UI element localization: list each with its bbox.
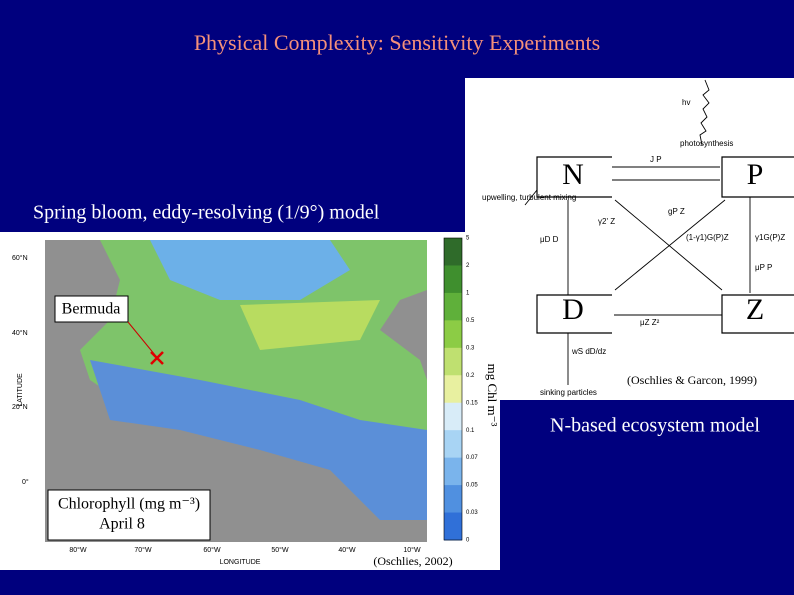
node-label: N — [562, 158, 584, 191]
colorbar-segment — [444, 375, 462, 404]
colorbar-tick-label: 0.3 — [466, 345, 475, 351]
lat-label: 40°N — [12, 329, 28, 337]
ocean-blue — [90, 360, 427, 520]
flux-label: upwelling, turbulent mixing — [482, 193, 576, 202]
colorbar-tick-label: 0.2 — [466, 373, 475, 379]
colorbar-tick-label: 0.5 — [466, 318, 475, 324]
colorbar-tick-label: 1 — [466, 290, 470, 296]
lat-label: 60°N — [12, 254, 28, 262]
flux-label: (1-γ1)G(P)Z — [686, 233, 729, 242]
colorbar-segment — [444, 402, 462, 431]
bloom — [240, 300, 380, 350]
colorbar-label: mg Chl m⁻³ — [485, 364, 500, 427]
diagram-citation: (Oschlies & Garcon, 1999) — [627, 373, 757, 387]
colorbar-segment — [444, 485, 462, 514]
box-n — [536, 156, 612, 198]
colorbar-frame — [443, 237, 463, 541]
lon-label: 40°W — [338, 546, 356, 554]
flux-label: μP P — [755, 263, 772, 272]
flux-label: hv — [682, 98, 690, 107]
map-citation: (Oschlies, 2002) — [373, 554, 452, 568]
colorbar-segment — [444, 457, 462, 486]
colorbar-segment — [444, 320, 462, 349]
lon-label: 80°W — [69, 546, 87, 554]
y-axis-label: LATITUDE — [17, 373, 24, 407]
lat-label: 0° — [22, 478, 29, 486]
node-label: D — [562, 293, 584, 326]
legend-title: Chlorophyll (mg m⁻³) — [58, 496, 200, 513]
flux-label: wS dD/dz — [571, 347, 606, 356]
pointer — [127, 321, 156, 356]
x-axis-label: LONGITUDE — [220, 559, 261, 566]
colorbar-tick-label: 0.05 — [466, 483, 478, 489]
colorbar-tick-label: 2 — [466, 263, 470, 269]
flux-label: photosynthesis — [680, 139, 733, 148]
marker-label: Bermuda — [62, 301, 121, 318]
diagram-caption: N-based ecosystem model — [550, 415, 760, 437]
bermuda-marker — [150, 351, 164, 365]
colorbar-segment — [444, 430, 462, 459]
lon-label: 70°W — [134, 546, 152, 554]
slide-title: Physical Complexity: Sensitivity Experim… — [194, 30, 600, 55]
colorbar-segment — [444, 347, 462, 376]
lon-label: 50°W — [271, 546, 289, 554]
box-z — [721, 294, 794, 334]
node-label: Z — [746, 293, 764, 326]
map-caption: Spring bloom, eddy-resolving (1/9°) mode… — [33, 202, 380, 224]
colorbar-segment — [444, 238, 462, 266]
colorbar-tick-label: 0.1 — [466, 428, 475, 434]
colorbar-tick-label: 0.07 — [466, 455, 478, 461]
colorbar-tick-label: 0 — [466, 538, 470, 544]
colorbar-tick-label: 5 — [466, 236, 470, 242]
flux-label: γ1G(P)Z — [755, 233, 785, 242]
lon-label: 10°W — [403, 546, 421, 554]
flux-label: μZ Z² — [640, 318, 660, 327]
flux-label: μD D — [540, 235, 559, 244]
flux-label: J P — [650, 155, 662, 164]
colorbar: 5 2 1 0.5 0.3 0.2 0.15 0.1 0.07 0.05 0.03 0 — [443, 236, 478, 544]
colorbar-segment — [444, 512, 462, 541]
lat-label: 20°N — [12, 403, 28, 411]
flux-label: gP Z — [668, 207, 685, 216]
node-label: P — [747, 158, 764, 191]
map-panel: 5 2 1 0.5 0.3 0.2 0.15 0.1 0.07 0.05 0.03 0 60°N 40… — [0, 232, 500, 570]
diagram-panel: N P D Z hv photosynthesis J P upwelling,… — [465, 78, 794, 400]
legend-box — [47, 489, 211, 541]
panel-bg — [465, 78, 794, 400]
marker-box — [54, 295, 129, 323]
flux-label: γ2' Z — [598, 217, 615, 226]
colorbar-segment — [444, 265, 462, 294]
node-boxes — [536, 156, 794, 334]
box-p — [721, 156, 794, 198]
arrows — [524, 79, 751, 385]
legend-date: April 8 — [99, 516, 145, 533]
lon-label: 60°W — [203, 546, 221, 554]
flux-label: sinking particles — [540, 388, 597, 397]
colorbar-segment — [444, 292, 462, 321]
ocean-north — [150, 240, 350, 300]
colorbar-tick-label: 0.03 — [466, 510, 478, 516]
colorbar-tick-label: 0.15 — [466, 400, 478, 406]
box-d — [536, 294, 612, 334]
